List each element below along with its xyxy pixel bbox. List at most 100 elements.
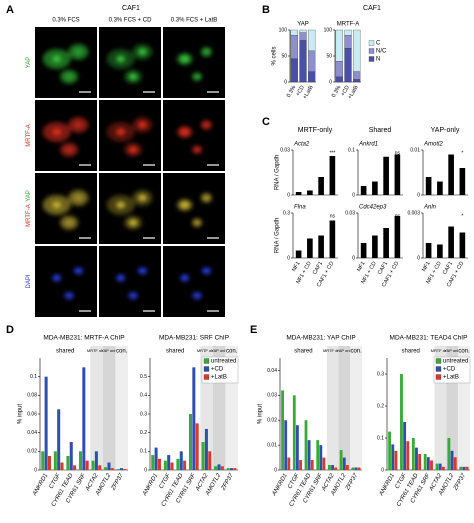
x-tick-label: +CD [295,85,306,98]
bar [116,469,120,470]
y-tick-label: 0 [287,192,290,198]
region-label: con. [350,349,362,355]
bar-segment [335,61,343,77]
cells [52,267,83,300]
micrograph [163,27,225,98]
panel-letter: E [250,324,257,336]
nucleus [73,267,83,275]
bar [295,192,302,195]
bar [299,460,302,470]
bar [437,181,443,195]
y-tick-label: 0.2 [377,403,384,409]
bar [295,250,302,258]
significance: * [461,213,463,219]
micrograph [35,246,97,317]
chart-title: MDA-MB231: MRTF-A ChIP [43,335,124,342]
chart-title: Amotl2 [423,142,443,148]
region-label: YAP only [211,348,227,353]
row-label-word: YAP [26,57,32,69]
chart-title: Anln [423,205,437,211]
y-tick-label: 0.5 [140,374,147,380]
region-shade [90,346,103,470]
bar [322,457,326,470]
nucleus [52,201,62,209]
nucleus [128,146,138,154]
bar [304,420,308,470]
bar [345,465,349,470]
legend-swatch [435,374,442,380]
nucleus [192,292,202,300]
region-label: YAP only [336,348,352,353]
nucleus [137,48,147,56]
bar [383,228,389,258]
chart-title: Flna [294,205,306,211]
region-label: con. [116,349,128,355]
nucleus [52,274,62,282]
panel-letter: A [6,4,14,16]
bar-segment [353,71,361,80]
bar [107,462,111,470]
bar-segment [299,32,307,41]
y-axis-label: % cells [272,46,278,65]
y-tick-label: 0.08 [27,393,37,399]
bar-segment [335,76,343,83]
bar [292,395,296,470]
bar [41,451,45,470]
bar [360,243,367,258]
legend-label: C [376,41,381,47]
row-label: YAP [26,57,32,69]
bar [204,428,208,470]
legend-swatch [435,366,442,372]
chart-title: MDA-MB231: YAP ChIP [286,335,355,342]
bar-segment [344,35,352,49]
legend-swatch [368,40,375,46]
column-header: 0.3% FCS + LatB [171,18,218,24]
region-shade [102,346,116,470]
y-tick-label: 100 [324,27,333,33]
legend-swatch [368,56,375,62]
x-tick-label: ANKRD1 [271,473,289,498]
column-header: 0.3% FCS [52,18,79,24]
bar [448,226,454,258]
y-tick-label: 0.3 [283,210,290,216]
y-axis-label: RNA / Gapdh [275,218,281,253]
bar [230,468,234,470]
bar [78,451,82,470]
bar [310,460,314,470]
bar [69,442,73,470]
legend-label: N [376,57,380,63]
bar [437,244,443,258]
nucleus [116,128,126,136]
bar [459,466,463,470]
x-tick-label: NF1 [291,261,301,273]
cells [106,43,153,84]
bar [331,465,334,470]
y-tick-label: 0.01 [410,147,420,153]
significance: * [461,150,463,156]
nucleus [73,194,83,202]
cells [116,267,147,300]
bar [383,156,389,195]
y-tick-label: 0 [284,79,287,85]
bar-segment [290,29,298,36]
legend-label: +CD [443,367,456,373]
micrograph [163,173,225,244]
micrograph [163,100,225,171]
nucleus [73,48,83,56]
region-shade [115,346,128,470]
x-tick-label: ANKRD1 [378,473,396,498]
bar [183,460,187,470]
nucleus [116,201,126,209]
nucleus [128,292,138,300]
region-label: YAP only [101,348,117,353]
x-tick-label: +CD [340,85,351,98]
bar-segment [299,40,307,83]
bar [154,447,158,470]
row-label-word: MRTF-A [26,124,32,147]
bar [307,238,313,258]
bar [354,467,358,470]
bar [157,458,161,470]
legend-label: +LatB [211,375,227,381]
x-tick-label: NF1 [421,261,431,273]
nucleus [201,194,211,202]
